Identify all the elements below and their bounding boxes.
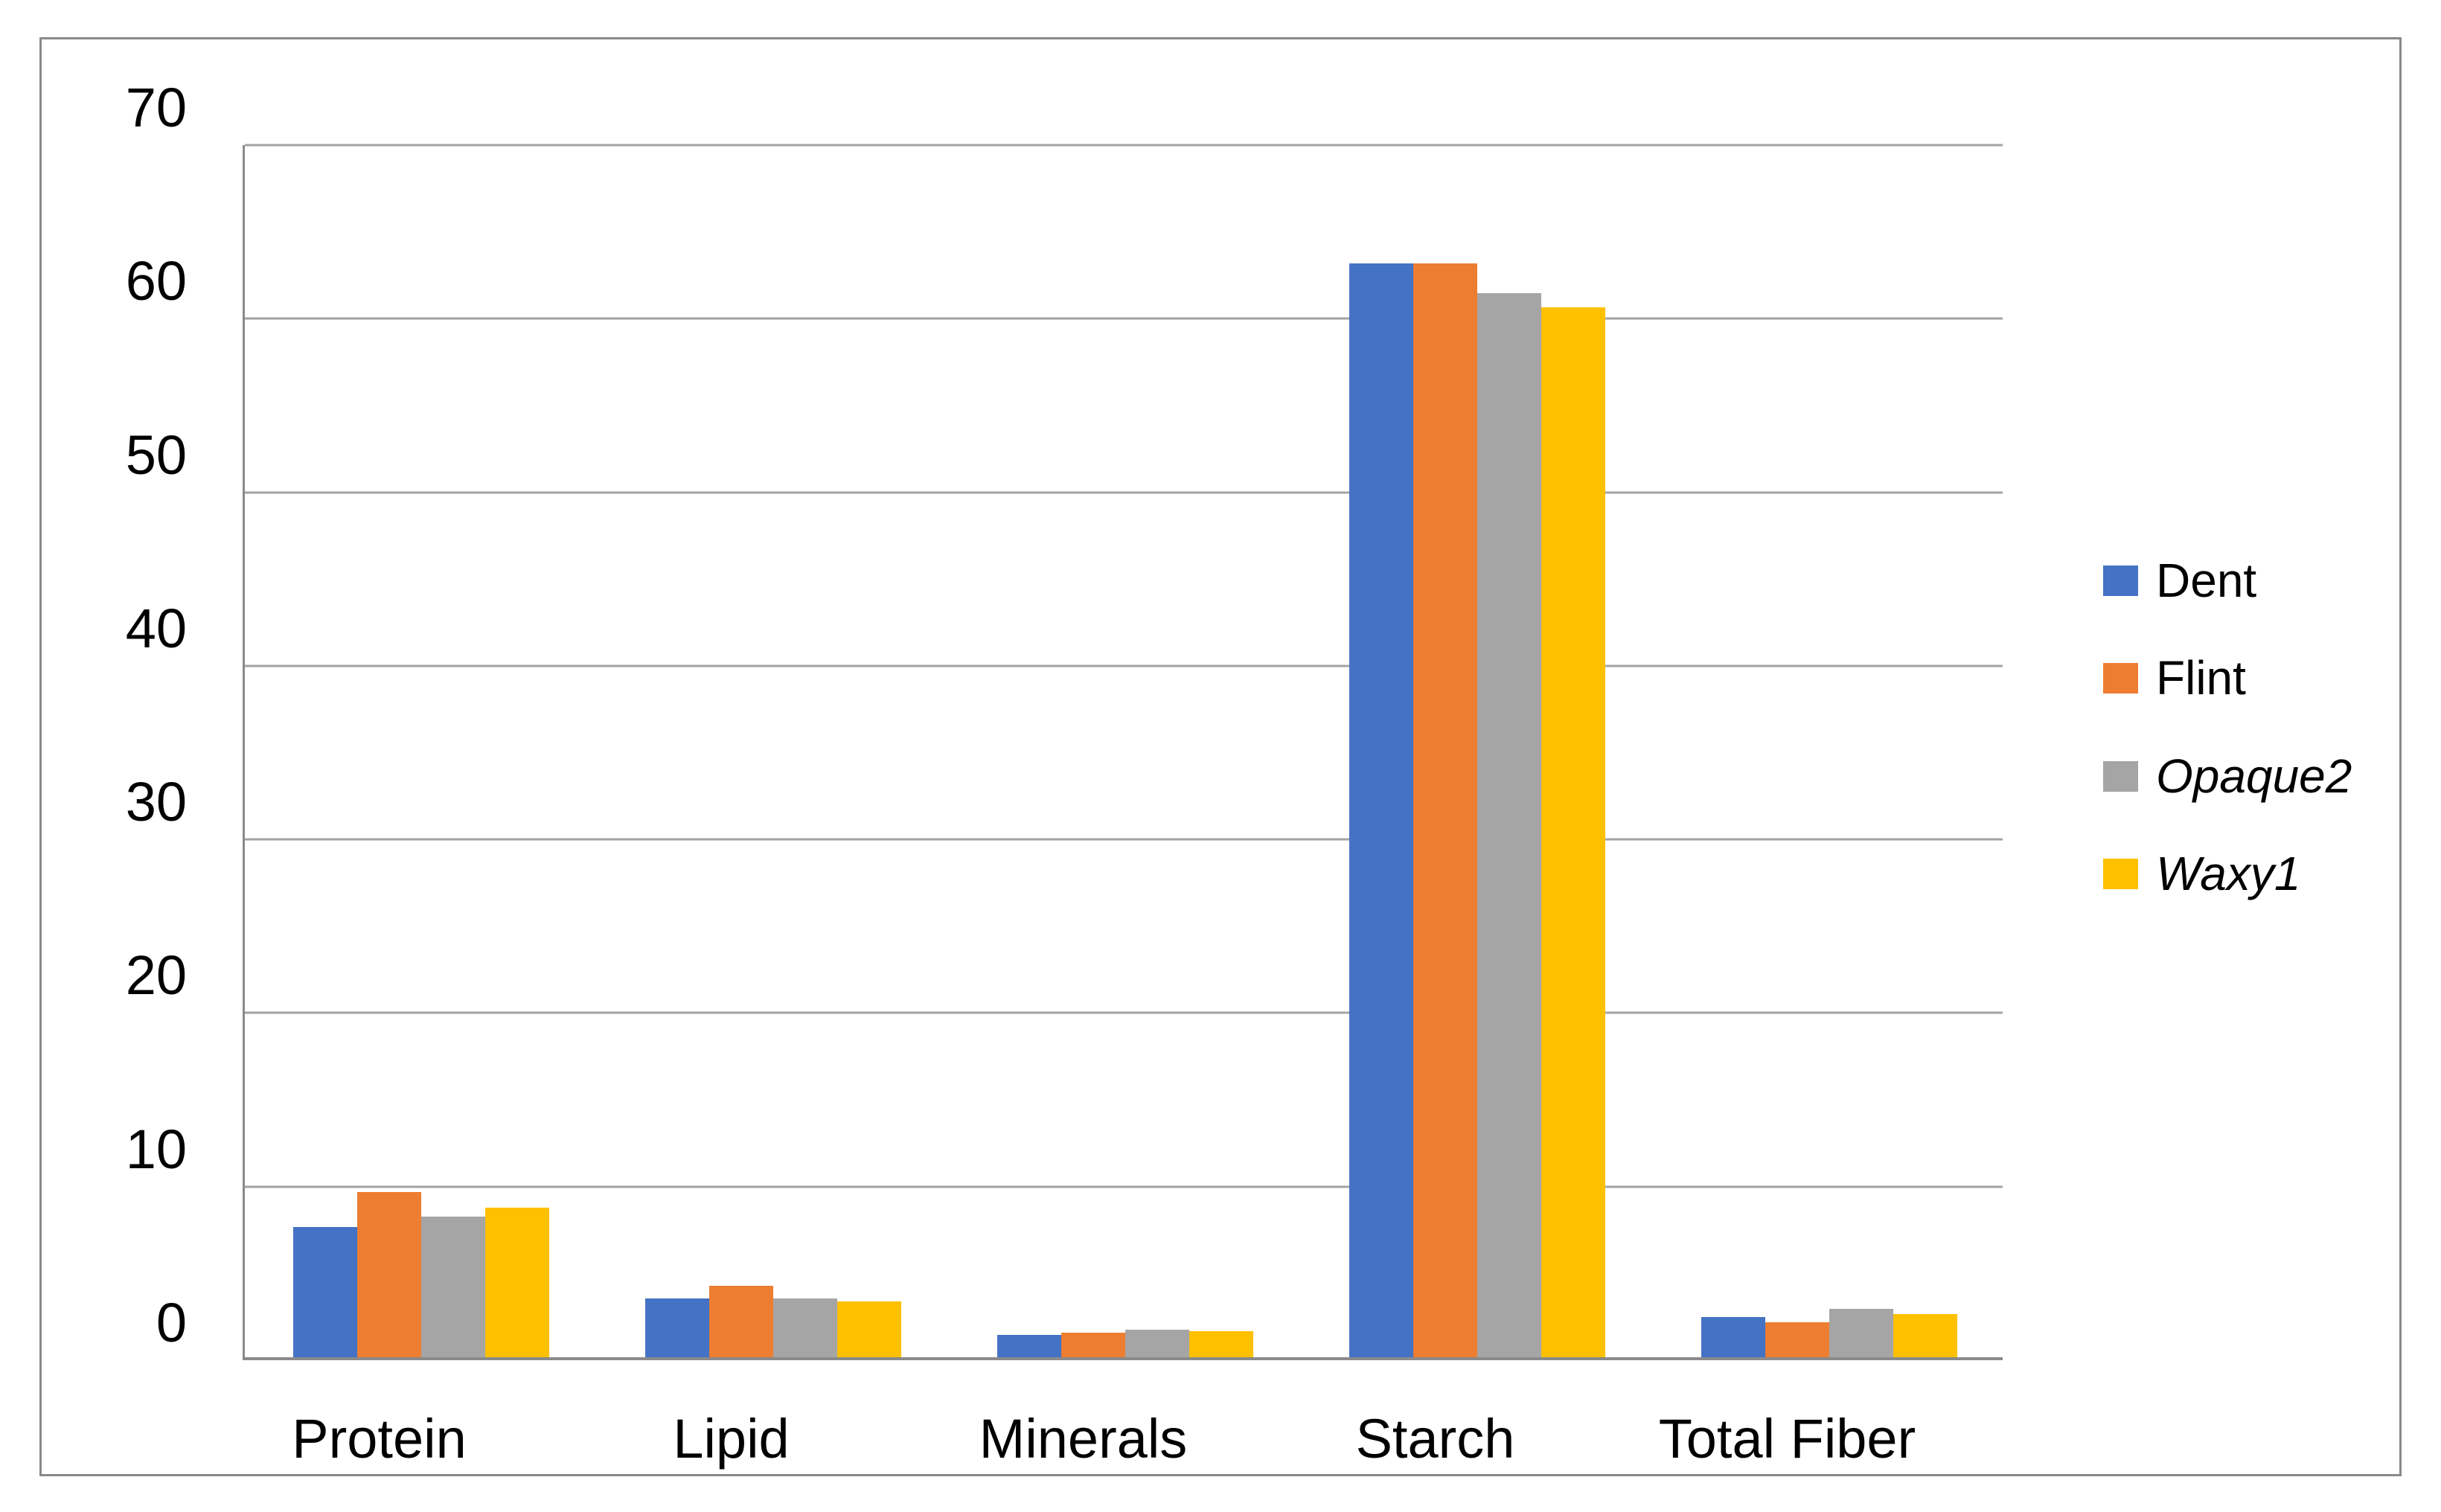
y-tick-label-30: 30 [125,771,187,833]
bar-opaque2-total-fiber [1829,1308,1893,1357]
legend-swatch-waxy1 [2103,858,2138,889]
bar-flint-starch [1413,263,1477,1357]
bar-group-total-fiber [1653,145,2005,1357]
legend-item-waxy1: Waxy1 [2103,846,2300,901]
bar-dent-lipid [644,1298,709,1357]
x-category-label-protein: Protein [292,1408,467,1470]
legend-item-dent: Dent [2103,553,2256,608]
bar-flint-protein [356,1192,421,1357]
legend-swatch-flint [2103,662,2138,693]
y-tick-label-20: 20 [125,944,187,1007]
y-tick-label-40: 40 [125,597,187,659]
legend-label-flint: Flint [2156,651,2246,705]
legend-swatch-dent [2103,565,2138,596]
bar-waxy1-starch [1541,307,1605,1357]
bar-group-starch [1301,145,1653,1357]
gridline-10 [245,1185,2003,1188]
bar-flint-lipid [708,1286,773,1357]
bar-dent-protein [292,1227,357,1357]
y-tick-label-70: 70 [125,77,187,138]
bar-waxy1-protein [484,1208,549,1357]
x-category-label-starch: Starch [1355,1408,1515,1470]
bar-dent-starch [1349,263,1413,1357]
bar-opaque2-starch [1477,292,1541,1357]
legend-label-dent: Dent [2156,554,2257,607]
legend-item-opaque2: Opaque2 [2103,749,2352,804]
bar-dent-total-fiber [1701,1317,1765,1357]
gridline-70 [245,144,2003,147]
legend-label-opaque2: Opaque2 [2156,749,2352,803]
y-tick-label-50: 50 [125,423,187,486]
gridline-40 [245,664,2003,667]
x-category-label-total-fiber: Total Fiber [1658,1408,1916,1470]
bar-group-protein [245,145,597,1357]
bar-flint-minerals [1060,1333,1125,1357]
x-category-label-minerals: Minerals [979,1408,1188,1470]
legend-item-flint: Flint [2103,650,2246,705]
bar-group-minerals [949,145,1301,1357]
y-tick-label-0: 0 [156,1292,187,1354]
gridline-30 [245,838,2003,841]
chart-figure-border: 0 10 20 30 40 50 60 70 Protein Lipid Minerals Star… [39,37,2402,1476]
y-tick-label-10: 10 [125,1118,187,1180]
gridline-60 [245,317,2003,320]
bar-waxy1-lipid [836,1301,901,1357]
bar-opaque2-lipid [772,1298,837,1357]
bar-opaque2-minerals [1124,1329,1189,1357]
bar-group-lipid [597,145,949,1357]
bar-opaque2-protein [420,1217,485,1357]
y-tick-label-60: 60 [125,250,187,313]
legend-label-waxy1: Waxy1 [2156,847,2301,900]
bar-flint-total-fiber [1765,1322,1829,1357]
bar-dent-minerals [996,1334,1061,1357]
bar-waxy1-minerals [1188,1331,1253,1357]
gridline-20 [245,1011,2003,1014]
gridline-50 [245,491,2003,494]
x-category-label-lipid: Lipid [673,1408,790,1470]
bar-waxy1-total-fiber [1893,1313,1957,1357]
plot-area [243,144,2005,1360]
legend-swatch-opaque2 [2103,760,2138,792]
